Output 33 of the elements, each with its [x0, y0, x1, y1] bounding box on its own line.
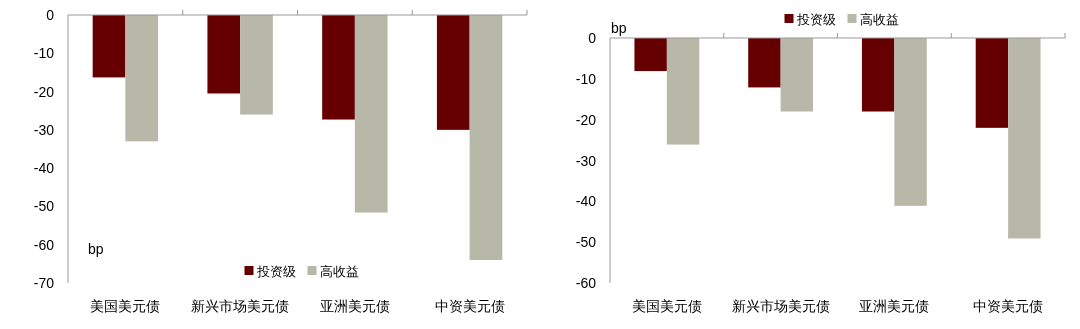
legend-label: 投资级: [795, 11, 836, 27]
legend-item: 投资级: [244, 263, 296, 279]
x-tick-label: 中资美元债: [973, 298, 1044, 314]
x-tick-label: 新兴市场美元债: [191, 298, 290, 314]
x-tick-label: 中资美元债: [434, 298, 505, 314]
x-tick-label: 美国美元债: [90, 298, 161, 314]
y-tick-label: -20: [33, 83, 55, 100]
y-tick-label: 0: [588, 30, 597, 46]
legend-item: 高收益: [847, 11, 899, 27]
legend-label: 高收益: [859, 11, 899, 27]
y-tick-label: -50: [575, 234, 597, 251]
x-tick-label: 新兴市场美元债: [731, 298, 830, 314]
y-tick-label: -40: [33, 160, 55, 177]
legend-label: 高收益: [319, 263, 359, 279]
y-tick-label: -10: [575, 70, 597, 87]
y-tick-label: -10: [33, 45, 55, 62]
x-tick-label: 亚洲美元债: [859, 298, 930, 314]
y-axis-title: bp: [611, 20, 627, 36]
y-tick-label: -50: [33, 198, 55, 215]
y-tick-label: -30: [575, 152, 597, 169]
y-axis-title: bp: [88, 241, 104, 257]
y-tick-label: -30: [33, 121, 55, 138]
y-tick-label: -60: [575, 275, 597, 291]
legend-label: 投资级: [255, 263, 296, 279]
legend-item: 投资级: [784, 11, 836, 27]
y-tick-label: -40: [575, 193, 597, 210]
y-tick-label: -70: [33, 275, 55, 291]
x-tick-label: 亚洲美元债: [319, 298, 390, 314]
y-tick-label: -20: [575, 111, 597, 128]
y-tick-label: -60: [33, 236, 55, 253]
legend-item: 高收益: [307, 263, 359, 279]
x-tick-label: 美国美元债: [631, 298, 702, 314]
y-tick-label: 0: [46, 7, 55, 23]
